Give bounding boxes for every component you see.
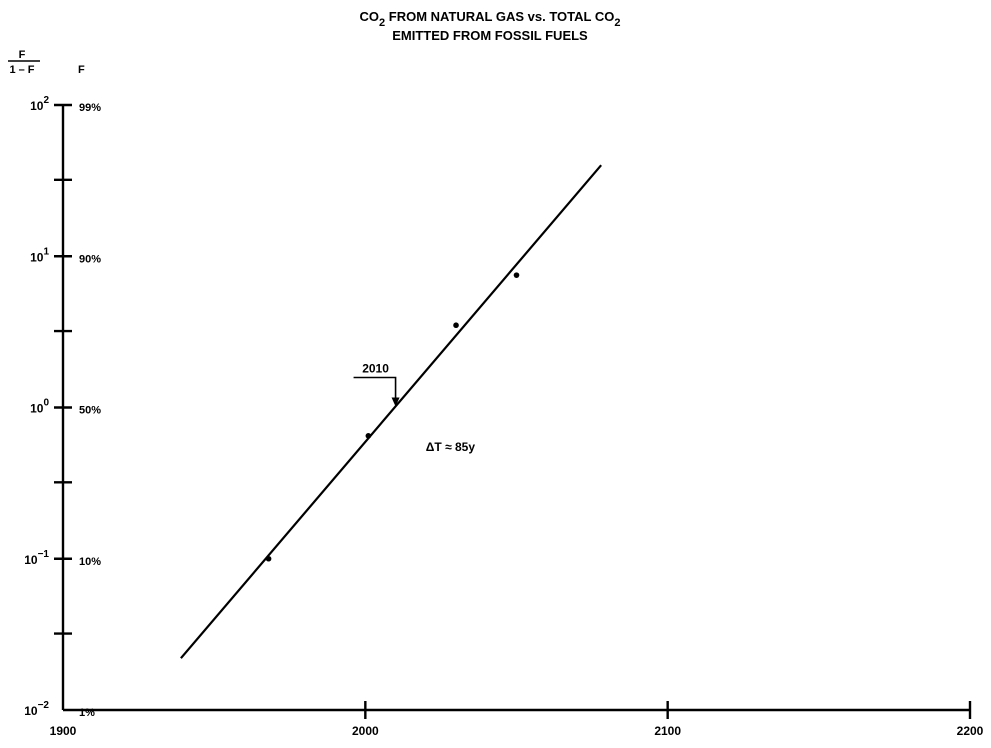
y-header-numerator: F [19,49,26,61]
annotation-delta-t-label: ΔT ≈ 85y [426,440,476,454]
y-percent-label: 1% [79,707,95,719]
y-tick-label: 101 [30,246,49,264]
trend-line [180,164,602,659]
chart-title-line-2: EMITTED FROM FOSSIL FUELS [392,28,588,43]
y-percent-label: 90% [79,253,101,265]
annotations: 2010 ΔT ≈ 85y [353,362,476,454]
y-percent-label: 10% [79,556,101,568]
arrow-marker-line [353,376,397,402]
y-ticks: 10−2 1% 10−1 10% 100 50% 101 90% 102 99% [24,95,101,719]
y-percent-label: 99% [79,102,101,114]
data-point [513,272,520,278]
chart-title-line-1: CO2 FROM NATURAL GAS vs. TOTAL CO2 [360,9,621,29]
y-tick-label: 100 [30,398,49,416]
arrow-head [391,397,400,407]
y-percent-label: 50% [79,405,101,417]
y-header-f: F [78,64,85,76]
y-tick-label: 10−2 [24,700,49,718]
series-layer [180,164,602,659]
x-ticks: 1900 2000 2100 2200 [50,701,984,738]
y-tick-label: 102 [30,95,49,113]
x-tick-label: 2000 [352,724,379,738]
x-tick-label: 2100 [654,724,681,738]
x-tick-label: 1900 [50,724,77,738]
annotation-year-label: 2010 [362,362,389,376]
x-tick-label: 2200 [957,724,984,738]
y-tick-label: 10−1 [24,549,49,567]
data-point [453,322,459,329]
y-header-denominator: 1 – F [9,64,34,76]
